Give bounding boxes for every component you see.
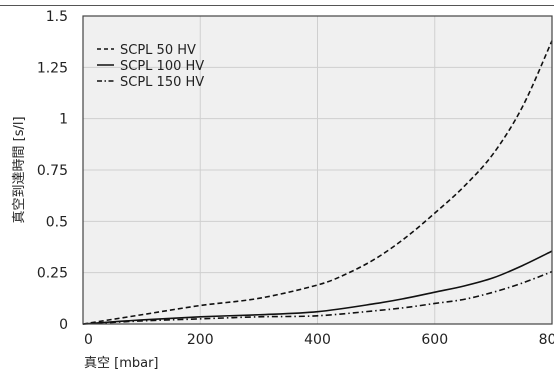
legend-label-3: SCPL 150 HV	[120, 75, 204, 90]
y-tick-label: 0.5	[46, 214, 68, 230]
series-line-2	[82, 250, 553, 325]
y-tick-label: 0.75	[37, 163, 68, 179]
x-tick-labels: 0 200 400 600 800	[84, 332, 554, 348]
x-tick-label: 0	[84, 332, 93, 348]
x-tick-label: 200	[187, 332, 214, 348]
y-axis-label: 真空到達時間 [s/l]	[12, 116, 27, 223]
y-tick-label: 1.5	[46, 9, 68, 25]
y-tick-label: 1.25	[37, 60, 68, 76]
top-rule	[0, 5, 554, 6]
x-tick-label: 600	[421, 332, 448, 348]
series-layer	[82, 40, 553, 325]
legend-label-1: SCPL 50 HV	[120, 43, 196, 58]
grid	[82, 15, 553, 325]
y-tick-label: 0.25	[37, 266, 68, 282]
series-line-3	[82, 270, 553, 325]
x-tick-label: 800	[539, 332, 554, 348]
plot-border	[82, 15, 553, 325]
y-tick-label: 0	[59, 317, 68, 333]
x-tick-label: 400	[304, 332, 331, 348]
y-tick-labels: 0 0.25 0.5 0.75 1 1.25 1.5	[37, 9, 68, 333]
y-tick-label: 1	[59, 112, 68, 128]
x-axis-label: 真空 [mbar]	[84, 356, 159, 371]
legend-label-2: SCPL 100 HV	[120, 59, 204, 74]
series-line-1	[82, 40, 553, 325]
